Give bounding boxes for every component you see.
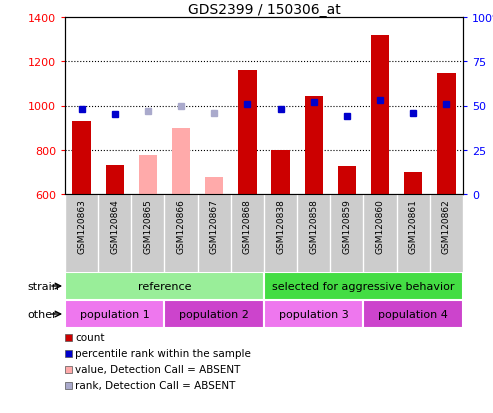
Bar xyxy=(65,300,165,328)
Text: GSM120865: GSM120865 xyxy=(143,198,152,253)
Text: GSM120868: GSM120868 xyxy=(243,198,252,253)
Text: value, Detection Call = ABSENT: value, Detection Call = ABSENT xyxy=(75,365,241,375)
Bar xyxy=(238,71,256,195)
Bar xyxy=(172,128,190,195)
Bar xyxy=(338,167,356,195)
Text: GSM120860: GSM120860 xyxy=(376,198,385,253)
Bar xyxy=(106,166,124,195)
Text: GSM120838: GSM120838 xyxy=(276,198,285,253)
Text: GSM120861: GSM120861 xyxy=(409,198,418,253)
Text: other: other xyxy=(27,309,57,319)
Text: population 3: population 3 xyxy=(279,309,349,319)
Bar xyxy=(264,300,363,328)
Bar xyxy=(272,150,290,195)
Title: GDS2399 / 150306_at: GDS2399 / 150306_at xyxy=(188,3,340,17)
Text: GSM120866: GSM120866 xyxy=(176,198,185,253)
Text: population 4: population 4 xyxy=(378,309,448,319)
Bar xyxy=(264,272,463,300)
Text: population 1: population 1 xyxy=(80,309,149,319)
Text: GSM120858: GSM120858 xyxy=(309,198,318,253)
Bar xyxy=(205,178,223,195)
Text: reference: reference xyxy=(138,281,191,291)
Text: population 2: population 2 xyxy=(179,309,249,319)
Bar xyxy=(371,36,389,195)
Text: selected for aggressive behavior: selected for aggressive behavior xyxy=(272,281,455,291)
Text: GSM120862: GSM120862 xyxy=(442,198,451,253)
Text: strain: strain xyxy=(27,281,59,291)
Text: GSM120859: GSM120859 xyxy=(343,198,352,253)
Bar xyxy=(404,173,423,195)
Bar xyxy=(363,300,463,328)
Text: GSM120864: GSM120864 xyxy=(110,198,119,253)
Text: GSM120867: GSM120867 xyxy=(210,198,219,253)
Bar xyxy=(139,156,157,195)
Bar xyxy=(165,300,264,328)
Bar xyxy=(437,74,456,195)
Bar xyxy=(65,272,264,300)
Text: GSM120863: GSM120863 xyxy=(77,198,86,253)
Bar xyxy=(72,122,91,195)
Text: rank, Detection Call = ABSENT: rank, Detection Call = ABSENT xyxy=(75,380,235,391)
Bar xyxy=(305,96,323,195)
Text: percentile rank within the sample: percentile rank within the sample xyxy=(75,349,251,358)
Text: count: count xyxy=(75,333,105,343)
